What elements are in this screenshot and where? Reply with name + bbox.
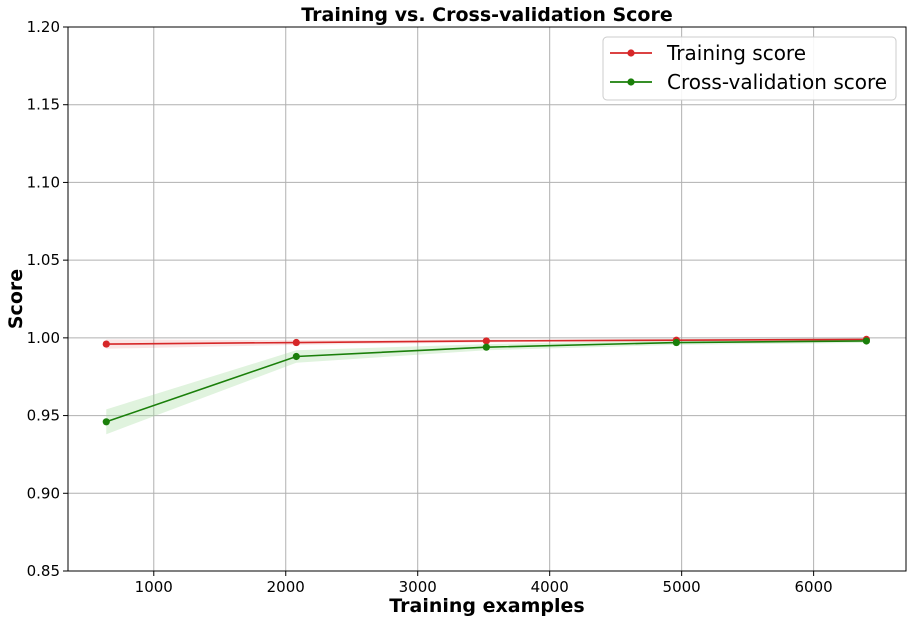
training-score-point — [102, 340, 110, 348]
legend-items: Training score Cross-validation score — [610, 41, 887, 94]
cross-validation-score-point — [292, 352, 300, 361]
training-score-point — [292, 338, 300, 347]
y-tick-label: 1.20 — [27, 18, 60, 36]
legend-marker-training-score — [627, 49, 635, 57]
cross-validation-score-point — [862, 337, 871, 345]
plot-frame — [67, 26, 907, 572]
cross-validation-score-band — [106, 339, 867, 435]
x-tick-label: 1000 — [135, 578, 173, 596]
x-tick-label: 5000 — [663, 578, 701, 596]
x-tick-label: 4000 — [531, 578, 569, 596]
x-tick-label: 3000 — [399, 578, 437, 596]
training-score-point — [482, 337, 490, 345]
x-tick-label: 2000 — [267, 578, 305, 596]
y-tick-label: 1.15 — [27, 96, 60, 114]
chart-title: Training vs. Cross-validation Score — [301, 4, 672, 26]
y-axis-label: Score — [5, 269, 27, 329]
marker-layer — [102, 335, 871, 426]
cross-validation-score-point — [672, 338, 680, 347]
cross-validation-score-point — [482, 343, 490, 351]
y-tick-label: 1.10 — [27, 173, 60, 191]
y-tick-label: 1.05 — [27, 251, 60, 269]
band-layer — [106, 338, 867, 435]
grid-layer — [68, 26, 906, 572]
y-tick-label: 1.00 — [27, 329, 60, 347]
y-axis-ticks: 0.85 0.90 0.95 1.00 1.05 1.10 1.15 1.20 — [27, 18, 68, 580]
legend: Training score Cross-validation score — [602, 36, 897, 101]
y-tick-label: 0.95 — [27, 407, 60, 425]
legend-box — [602, 36, 897, 101]
legend-label-cross-validation-score: Cross-validation score — [667, 70, 887, 94]
legend-label-training-score: Training score — [666, 41, 806, 65]
x-tick-label: 6000 — [795, 578, 833, 596]
cross-validation-score-point — [102, 418, 110, 426]
x-axis-ticks: 1000 2000 3000 4000 5000 6000 — [135, 571, 833, 596]
y-tick-label: 0.90 — [27, 484, 60, 502]
legend-marker-cross-validation-score — [627, 78, 635, 86]
x-axis-label: Training examples — [389, 595, 584, 617]
y-tick-label: 0.85 — [27, 562, 60, 580]
